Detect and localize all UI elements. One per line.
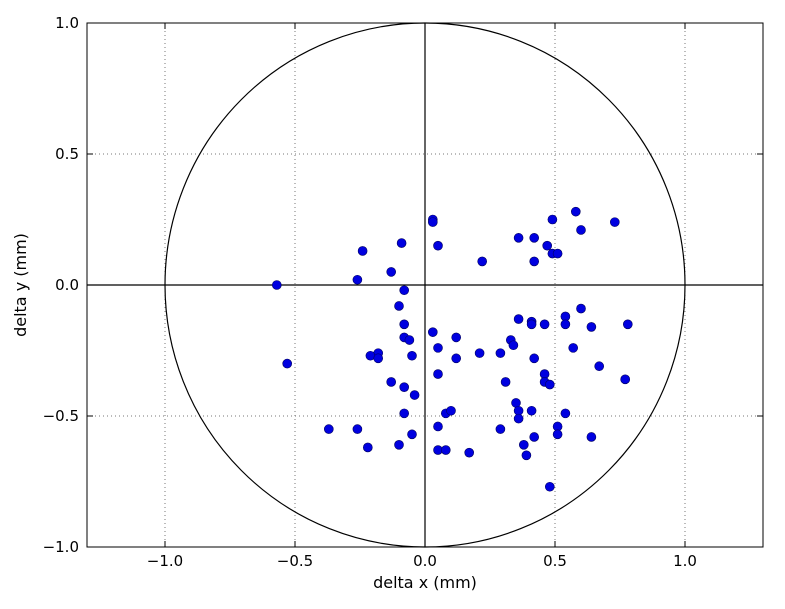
data-point: [396, 238, 407, 248]
data-point: [586, 432, 597, 442]
data-point: [352, 424, 363, 434]
data-point: [576, 303, 586, 314]
data-point: [386, 377, 397, 387]
data-point: [451, 353, 462, 364]
data-point: [594, 361, 605, 372]
data-point: [362, 442, 373, 453]
data-point: [586, 322, 597, 332]
data-point: [513, 314, 524, 324]
data-point: [568, 343, 579, 353]
data-point: [399, 319, 410, 330]
data-point: [495, 424, 506, 434]
data-point: [544, 481, 555, 492]
data-point: [570, 206, 581, 217]
y-axis-label: delta y (mm): [11, 233, 30, 337]
data-point: [529, 233, 540, 243]
x-tick-label: −1.0: [147, 552, 183, 570]
y-tick-label: −0.5: [43, 407, 79, 425]
data-point: [544, 379, 555, 390]
x-tick-label: 0.5: [543, 552, 567, 570]
data-point: [409, 390, 420, 400]
x-axis-label: delta x (mm): [373, 573, 477, 592]
data-point: [433, 369, 443, 379]
data-point: [529, 353, 540, 364]
data-point: [526, 319, 537, 330]
data-point: [404, 335, 415, 345]
data-point: [451, 332, 462, 343]
data-point: [477, 256, 488, 267]
data-point: [433, 343, 443, 353]
data-point: [446, 405, 456, 416]
data-point: [609, 217, 620, 227]
y-axis-ticks: −1.0 −0.5 0.0 0.5 1.0: [43, 14, 763, 556]
data-point: [352, 274, 363, 285]
data-points: [271, 206, 633, 492]
data-point: [513, 233, 524, 243]
data-point: [560, 319, 571, 330]
data-point: [526, 405, 537, 416]
data-point: [433, 240, 443, 251]
data-point: [508, 340, 519, 351]
data-point: [407, 429, 417, 440]
data-point: [271, 280, 282, 290]
data-point: [620, 374, 631, 385]
data-point: [474, 348, 485, 358]
x-tick-label: −0.5: [277, 552, 313, 570]
data-point: [500, 377, 511, 387]
data-point: [547, 214, 558, 225]
y-tick-label: 1.0: [55, 14, 79, 32]
data-point: [518, 440, 529, 450]
data-point: [529, 256, 540, 267]
data-point: [539, 319, 550, 330]
data-point: [576, 225, 586, 235]
data-point: [399, 408, 410, 419]
data-point: [282, 358, 293, 369]
data-point: [495, 348, 506, 358]
data-point: [529, 432, 540, 442]
data-point: [386, 267, 397, 277]
data-point: [357, 246, 368, 256]
y-tick-label: −1.0: [43, 538, 79, 556]
data-point: [323, 424, 334, 434]
data-point: [513, 413, 524, 424]
y-tick-label: 0.0: [55, 276, 79, 294]
data-point: [552, 429, 563, 440]
y-tick-label: 0.5: [55, 145, 79, 163]
data-point: [560, 408, 571, 419]
data-point: [552, 248, 563, 259]
data-point: [407, 350, 417, 361]
data-point: [440, 445, 451, 455]
data-point: [433, 421, 443, 432]
x-axis-ticks: −1.0 −0.5 0.0 0.5 1.0: [147, 23, 697, 570]
data-point: [394, 301, 404, 311]
data-point: [542, 240, 553, 251]
data-point: [622, 319, 633, 330]
data-point: [427, 217, 438, 227]
x-tick-label: 1.0: [673, 552, 697, 570]
data-point: [399, 382, 410, 392]
data-point: [394, 440, 404, 450]
data-point: [464, 447, 475, 458]
data-point: [521, 450, 532, 461]
data-point: [427, 327, 438, 337]
x-tick-label: 0.0: [413, 552, 437, 570]
data-point: [373, 353, 384, 364]
data-point: [399, 285, 410, 296]
